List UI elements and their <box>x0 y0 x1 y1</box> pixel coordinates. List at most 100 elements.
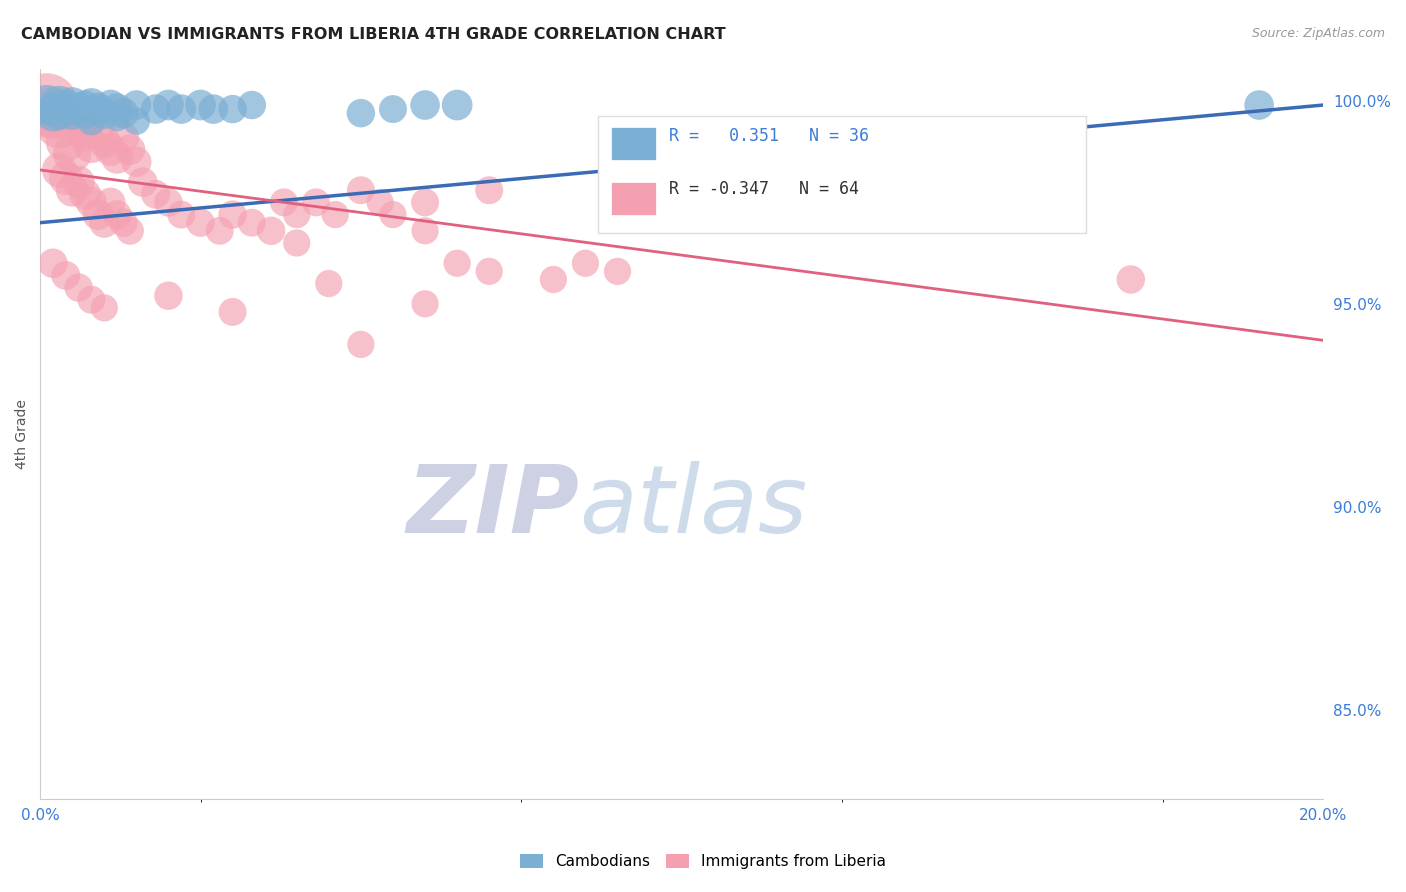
Point <box>67 280 90 294</box>
Point <box>67 102 90 116</box>
Point <box>100 195 122 210</box>
Point <box>42 106 65 120</box>
Point <box>112 130 135 145</box>
Point <box>208 224 231 238</box>
Point <box>60 106 83 120</box>
Point <box>478 183 501 197</box>
Point <box>42 256 65 270</box>
Point <box>145 187 167 202</box>
Point <box>67 114 90 128</box>
Point <box>105 208 128 222</box>
Point <box>368 195 391 210</box>
Text: Source: ZipAtlas.com: Source: ZipAtlas.com <box>1251 27 1385 40</box>
Point <box>55 135 77 149</box>
Point <box>60 98 83 112</box>
Bar <box>612 127 657 160</box>
Point <box>93 216 115 230</box>
Point <box>671 167 693 181</box>
Point <box>80 138 103 153</box>
Point <box>80 114 103 128</box>
Point <box>118 224 141 238</box>
Point <box>48 163 70 178</box>
Point <box>157 289 180 303</box>
Point <box>221 305 243 319</box>
Point <box>413 195 436 210</box>
Point <box>285 235 308 250</box>
Point <box>190 98 212 112</box>
Point <box>100 143 122 157</box>
Point <box>73 106 96 120</box>
Point <box>132 175 155 189</box>
Point <box>260 224 283 238</box>
Point <box>1249 98 1271 112</box>
Point <box>382 102 405 116</box>
Point <box>80 293 103 307</box>
Point <box>413 98 436 112</box>
Point <box>478 264 501 278</box>
Point <box>446 256 468 270</box>
Point <box>112 216 135 230</box>
Point <box>157 195 180 210</box>
Point <box>73 187 96 202</box>
Point <box>543 272 565 286</box>
Point <box>221 102 243 116</box>
Point <box>350 106 373 120</box>
Point <box>318 277 340 291</box>
Point <box>105 110 128 124</box>
Text: CAMBODIAN VS IMMIGRANTS FROM LIBERIA 4TH GRADE CORRELATION CHART: CAMBODIAN VS IMMIGRANTS FROM LIBERIA 4TH… <box>21 27 725 42</box>
Point <box>240 98 263 112</box>
Point <box>42 102 65 116</box>
Point <box>100 98 122 112</box>
Point <box>170 208 193 222</box>
Point <box>118 143 141 157</box>
Point <box>35 98 58 112</box>
Point <box>606 264 628 278</box>
Point <box>87 122 110 136</box>
Point <box>35 98 58 112</box>
FancyBboxPatch shape <box>599 116 1085 233</box>
Point <box>55 171 77 186</box>
Point <box>60 146 83 161</box>
Point <box>574 256 596 270</box>
Point <box>105 102 128 116</box>
Point <box>48 98 70 112</box>
Point <box>80 98 103 112</box>
Point <box>382 208 405 222</box>
Y-axis label: 4th Grade: 4th Grade <box>15 399 30 468</box>
Point <box>125 114 148 128</box>
Point <box>48 118 70 132</box>
Point <box>93 135 115 149</box>
Point <box>145 102 167 116</box>
Text: R = -0.347   N = 64: R = -0.347 N = 64 <box>669 179 859 197</box>
Point <box>323 208 346 222</box>
Point <box>60 183 83 197</box>
Point <box>221 208 243 222</box>
Point <box>285 208 308 222</box>
Point <box>125 154 148 169</box>
Bar <box>612 182 657 215</box>
Point <box>350 337 373 351</box>
Point <box>73 98 96 112</box>
Point <box>157 98 180 112</box>
Point <box>55 268 77 283</box>
Text: atlas: atlas <box>579 461 807 552</box>
Point <box>273 195 295 210</box>
Point <box>87 208 110 222</box>
Point <box>413 297 436 311</box>
Point <box>55 102 77 116</box>
Point <box>42 106 65 120</box>
Point <box>125 98 148 112</box>
Text: ZIP: ZIP <box>406 460 579 553</box>
Point <box>73 127 96 141</box>
Point <box>55 98 77 112</box>
Point <box>105 151 128 165</box>
Point <box>305 195 328 210</box>
Point <box>240 216 263 230</box>
Point <box>67 102 90 116</box>
Point <box>93 106 115 120</box>
Point <box>202 102 225 116</box>
Point <box>87 102 110 116</box>
Point <box>170 102 193 116</box>
Point <box>80 195 103 210</box>
Point <box>446 98 468 112</box>
